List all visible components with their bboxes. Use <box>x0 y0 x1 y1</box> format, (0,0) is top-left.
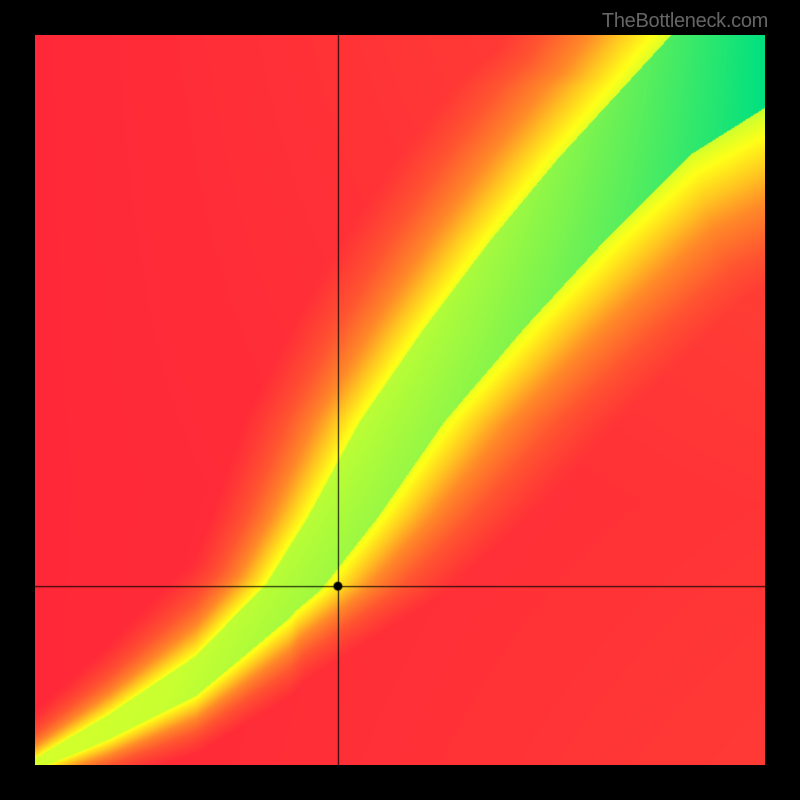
bottleneck-heatmap <box>35 35 765 765</box>
heatmap-canvas <box>35 35 765 765</box>
watermark-text: TheBottleneck.com <box>602 10 768 33</box>
